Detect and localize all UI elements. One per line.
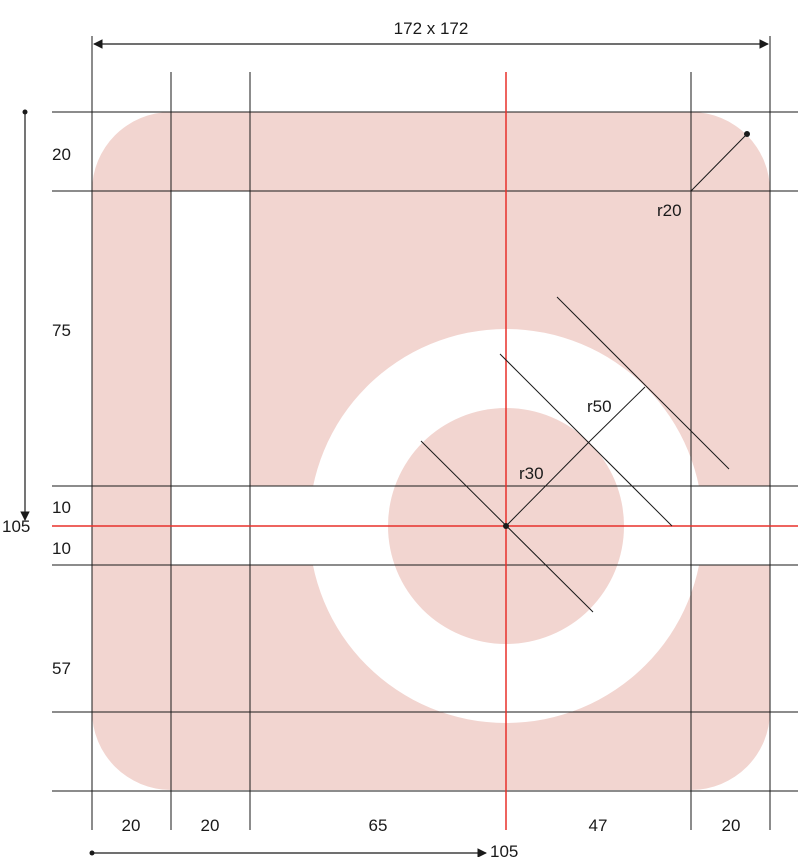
outer-radius-line xyxy=(589,386,646,442)
outer-radius-label: r50 xyxy=(587,397,612,416)
corner-radius-point xyxy=(744,131,750,137)
inner-radius-label: r30 xyxy=(519,464,544,483)
vertical-segment-label: 10 xyxy=(52,498,71,517)
corner-radius-line xyxy=(690,133,748,192)
vertical-segment-label: 57 xyxy=(52,659,71,678)
horizontal-segment-label: 20 xyxy=(722,816,741,835)
size-label: 172 x 172 xyxy=(394,19,469,38)
center-x-label: 105 xyxy=(490,842,518,857)
horizontal-segment-label: 20 xyxy=(122,816,141,835)
horizontal-segment-label: 20 xyxy=(201,816,220,835)
horizontal-segment-label: 47 xyxy=(589,816,608,835)
lens-center-point xyxy=(503,523,509,529)
tangent-line-outer xyxy=(556,296,730,470)
corner-radius-label: r20 xyxy=(657,201,682,220)
guide-lines xyxy=(52,36,798,830)
tangent-line-middle xyxy=(499,353,673,527)
vertical-segment-label: 75 xyxy=(52,321,71,340)
vertical-segment-label: 20 xyxy=(52,145,71,164)
dimension-arrows xyxy=(20,39,769,857)
horizontal-segment-label: 65 xyxy=(369,816,388,835)
vertical-cutout xyxy=(171,191,250,486)
center-axes xyxy=(52,72,798,830)
inner-radius-line xyxy=(505,440,591,527)
center-y-label: 105 xyxy=(2,517,30,536)
vertical-segment-label: 10 xyxy=(52,539,71,558)
